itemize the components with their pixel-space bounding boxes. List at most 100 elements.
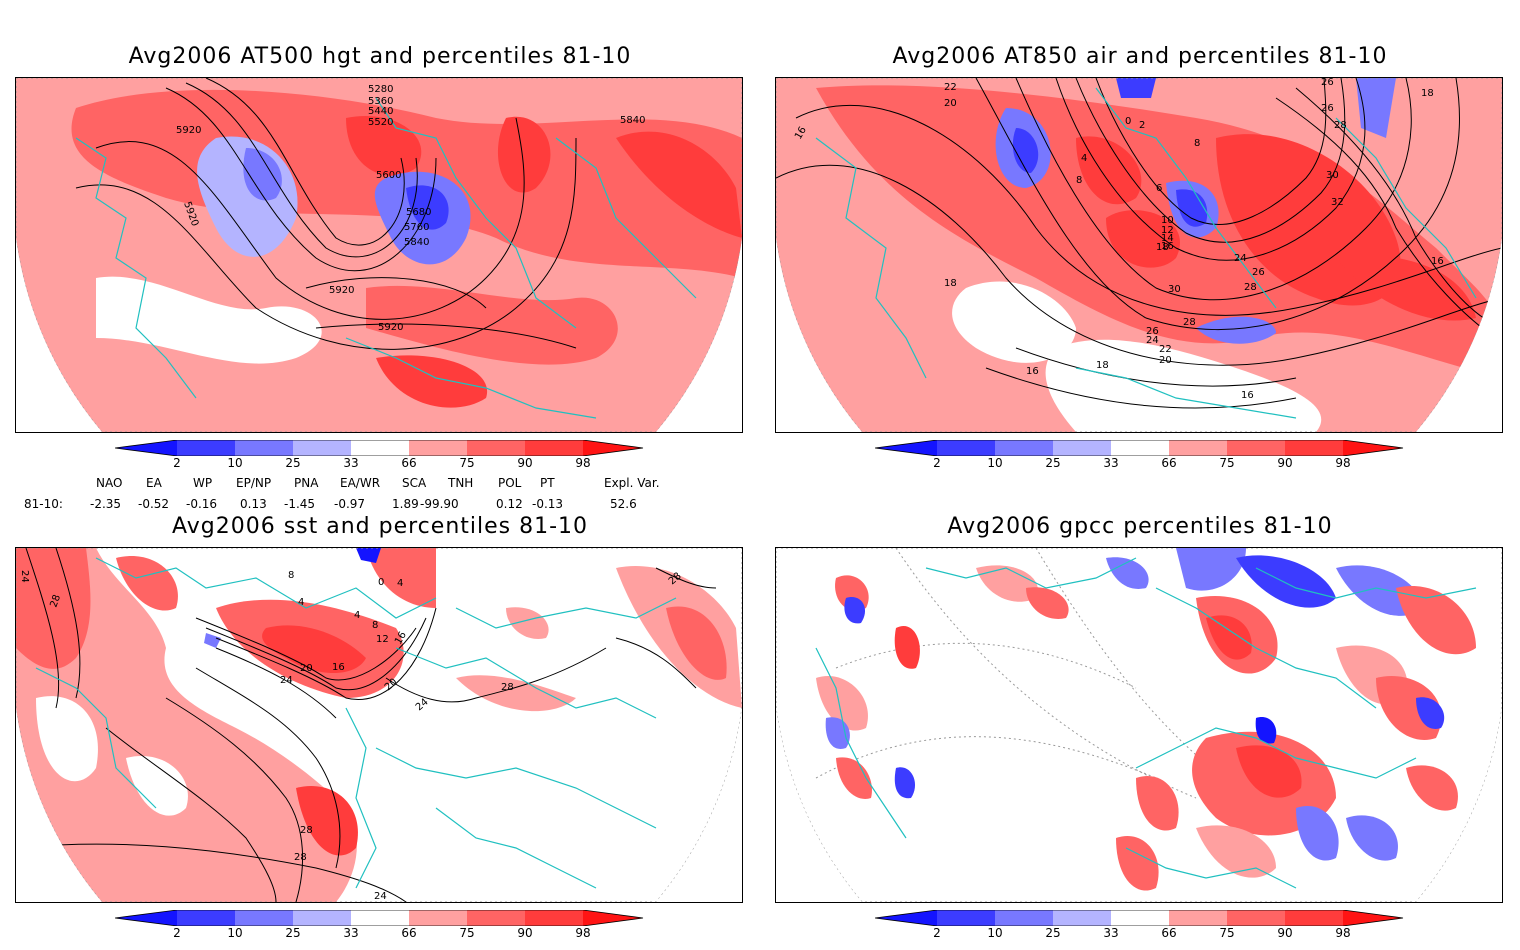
contour-label: 16 [332,662,345,673]
contour-label: 4 [1081,153,1087,164]
contour-label: 16 [1026,366,1039,377]
contour-label: 4 [354,610,360,621]
colorbar-tick: 90 [1277,926,1293,940]
index-value: 1.89 [392,497,419,511]
colorbar-tick: 98 [1335,926,1351,940]
contour-label: 24 [1146,335,1159,346]
colorbar-segment [409,440,467,456]
colorbar-segment [177,910,235,926]
index-value: 0.12 [496,497,523,511]
colorbar-tick: 66 [401,926,417,940]
colorbar-tick: 2 [933,926,941,940]
colorbar-sst: 2 10 25 33 66 75 90 98 [115,910,645,950]
index-row-label: 81-10: [24,497,63,511]
contour-label: 18 [1156,242,1169,253]
contour-label: 28 [48,593,63,609]
colorbar-segment [1227,440,1285,456]
contour-label: 24 [1234,253,1247,264]
contour-label: 8 [1076,175,1082,186]
colorbar-tick: 75 [459,456,475,470]
colorbar-segment [583,910,643,926]
colorbar-segment [115,440,177,456]
index-header: EP/NP [236,476,272,490]
colorbar-tick: 2 [933,456,941,470]
colorbar-segment [1053,440,1111,456]
map-gpcc [775,547,1503,903]
contour-label: 18 [1096,360,1109,371]
contour-label: 5440 [368,106,393,117]
colorbar-segment [1285,910,1343,926]
colorbar-segment [409,910,467,926]
index-value: -99.90 [420,497,459,511]
colorbar-tick: 33 [1103,456,1119,470]
colorbar-segment [293,910,351,926]
contour-label: 5920 [329,285,354,296]
colorbar-tick: 90 [1277,456,1293,470]
colorbar-tick: 33 [1103,926,1119,940]
index-header: PNA [294,476,319,490]
colorbar-segment [177,440,235,456]
colorbar-segment [1111,440,1169,456]
colorbar-tick: 25 [285,456,301,470]
colorbar-segment [1169,910,1227,926]
index-value: -2.35 [90,497,122,511]
contour-label: 8 [288,570,294,581]
contour-label: 0 [378,577,384,588]
colorbar-tick: 25 [1045,456,1061,470]
colorbar-segment [1111,910,1169,926]
contour-label: 20 [944,98,957,109]
contour-label: 28 [300,825,313,836]
contour-label: 26 [1321,78,1334,88]
contour-label: 20 [1159,355,1172,366]
colorbar-segment [467,440,525,456]
contour-label: 20 [300,663,313,674]
colorbar-segment [995,910,1053,926]
index-header: Expl. Var. [604,476,660,490]
colorbar-segment [235,910,293,926]
colorbar-tick: 25 [285,926,301,940]
colorbar-gpcc: 2 10 25 33 66 75 90 98 [875,910,1405,950]
panel-title-sst: Avg2006 sst and percentiles 81-10 [171,514,589,539]
colorbar-segment [351,910,409,926]
contour-label: 5280 [368,84,393,95]
colorbar-segment [525,440,583,456]
index-value: 0.13 [240,497,267,511]
index-header: TNH [448,476,474,490]
colorbar-segment [293,440,351,456]
contour-label: 24 [280,675,293,686]
contour-label: 5680 [406,207,431,218]
map-sst: 24 28 8 4 0 4 4 8 12 16 20 24 16 20 24 2… [15,547,743,903]
contour-label: 30 [1168,284,1181,295]
contour-label: 5920 [176,125,201,136]
colorbar-segment [995,440,1053,456]
contour-label: 24 [19,570,30,583]
contour-label: 28 [1244,282,1257,293]
contour-label: 10 [1161,215,1174,226]
index-header: WP [193,476,213,490]
colorbar-tick: 33 [343,456,359,470]
map-sst-plot: 24 28 8 4 0 4 4 8 12 16 20 24 16 20 24 2… [16,548,742,902]
map-hgt500-plot: 5280 5360 5440 5520 5600 5680 5760 5840 … [16,78,742,432]
contour-label: 12 [376,634,389,645]
contour-label: 24 [374,891,387,902]
contour-label: 4 [397,578,403,589]
colorbar-tick: 10 [987,456,1003,470]
contour-label: 8 [1194,138,1200,149]
colorbar-segment [525,910,583,926]
colorbar-segment [583,440,643,456]
colorbar-tick: 66 [401,456,417,470]
contour-label: 30 [1326,170,1339,181]
map-air850: 22 20 16 4 8 6 0 2 8 10 12 14 16 18 18 2… [775,77,1503,433]
colorbar-tick: 66 [1161,926,1177,940]
colorbar-tick: 90 [517,926,533,940]
contour-label: 28 [501,682,514,693]
contour-label: 6 [1156,183,1162,194]
colorbar-tick: 98 [575,926,591,940]
contour-label: 2 [1139,120,1145,131]
contour-label: 18 [1421,88,1434,99]
contour-label: 5600 [376,170,401,181]
colorbar-segment [1053,910,1111,926]
contour-label: 32 [1331,197,1344,208]
contour-label: 12 [1161,225,1174,236]
contour-labels: 5280 5360 5440 5520 5600 5680 5760 5840 … [176,84,645,333]
